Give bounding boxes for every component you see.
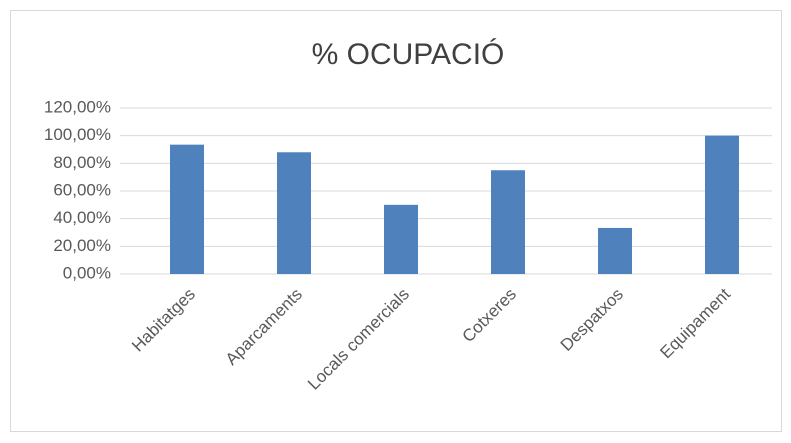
- bar: [384, 204, 418, 274]
- chart-title: % OCUPACIÓ: [312, 38, 505, 71]
- y-tick-label: 20,00%: [53, 236, 111, 255]
- bar: [705, 135, 739, 274]
- bar: [491, 170, 525, 274]
- y-tick-label: 60,00%: [53, 180, 111, 199]
- y-tick-label: 100,00%: [44, 125, 111, 144]
- bar: [277, 152, 311, 274]
- y-tick-label: 0,00%: [63, 263, 111, 282]
- y-tick-label: 120,00%: [44, 97, 111, 116]
- bar: [170, 144, 204, 274]
- y-tick-label: 40,00%: [53, 208, 111, 227]
- y-tick-label: 80,00%: [53, 153, 111, 172]
- bar: [598, 227, 632, 274]
